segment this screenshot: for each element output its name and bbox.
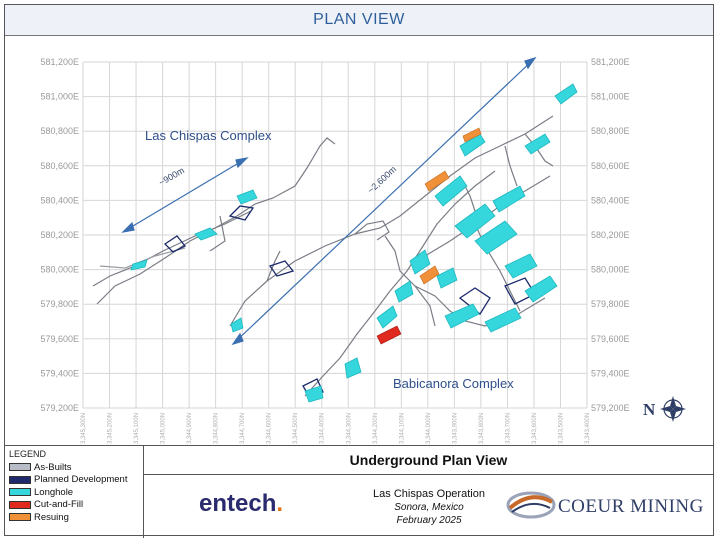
easting-label: 3,344,200N [373,413,379,444]
north-arrow: N [643,396,686,422]
northing-label: 580,400E [591,195,630,205]
northing-label: 579,400E [40,368,79,378]
easting-label: 3,344,100N [399,413,405,444]
compass-rose-icon [660,396,686,422]
scale-arrows [121,56,537,346]
operation-name: Las Chispas Operation [373,488,485,500]
footer: LEGEND As-Builts Planned Development Longh… [5,445,713,538]
label-short-span: ~900m [157,165,186,188]
northing-label: 579,800E [40,299,79,309]
legend-item: Cut-and-Fill [9,499,139,512]
legend-swatch [9,500,31,509]
legend-label: Cut-and-Fill [34,499,84,511]
easting-label: 3,345,000N [161,413,167,444]
legend-swatch [9,513,31,522]
easting-label: 3,343,700N [505,413,511,444]
northing-label: 580,000E [591,265,630,275]
easting-label: 3,345,300N [81,413,87,444]
label-babicanora-complex: Babicanora Complex [393,376,514,391]
northing-label: 581,000E [40,92,79,102]
coeur-emblem-icon [506,491,556,519]
northing-label: 579,600E [40,334,79,344]
northing-label: 579,200E [40,403,79,413]
northing-label: 581,000E [591,92,630,102]
short-span-arrow [122,157,248,233]
northing-label: 581,200E [591,57,630,67]
northing-label: 581,200E [40,57,79,67]
northing-label: 580,600E [40,161,79,171]
north-label: N [643,400,656,419]
label-las-chispas-complex: Las Chispas Complex [145,128,272,143]
northing-label: 580,200E [591,230,630,240]
easting-label: 3,344,400N [320,413,326,444]
easting-label: 3,344,500N [293,413,299,444]
plan-map: 581,200E 581,000E 580,800E 580,600E 580,400E… [40,56,686,444]
cut-and-fill-stopes [376,325,402,345]
legend-label: Resuing [34,511,69,523]
easting-label: 3,344,600N [267,413,273,444]
easting-label: 3,343,500N [558,413,564,444]
entech-logo: entech. [199,490,284,517]
northing-label: 579,800E [591,299,630,309]
easting-label: 3,344,800N [214,413,220,444]
legend-label: Planned Development [34,474,128,486]
coeur-logo-text: COEUR MINING [558,496,704,517]
easting-label: 3,343,400N [585,413,591,444]
easting-label: 3,343,600N [532,413,538,444]
northing-label: 579,400E [591,368,630,378]
legend-item: As-Builts [9,461,139,474]
title-bar: PLAN VIEW [5,5,713,36]
grid [82,61,588,409]
legend: LEGEND As-Builts Planned Development Longh… [5,446,144,538]
northing-label: 580,200E [40,230,79,240]
northing-label: 580,400E [40,195,79,205]
plan-frame: PLAN VIEW 581,200E 581,000E 580,800E 580,60… [4,4,714,538]
northing-label: 579,200E [591,403,630,413]
legend-item: Planned Development [9,474,139,487]
legend-swatch [9,488,31,497]
coeur-mining-logo: COEUR MINING [506,486,706,526]
northing-labels-right: 581,200E 581,000E 580,800E 580,600E 580,400E… [591,57,630,413]
legend-items: As-Builts Planned Development Longhole Cut-… [9,461,139,524]
legend-label: As-Builts [34,461,72,473]
northing-label: 579,600E [591,334,630,344]
easting-label: 3,345,100N [134,413,140,444]
easting-label: 3,343,800N [479,413,485,444]
legend-swatch [9,475,31,484]
longhole-stopes [130,83,578,403]
easting-labels: 3,345,300N 3,345,200N 3,345,100N 3,345,000N… [81,413,591,444]
northing-labels-left: 581,200E 581,000E 580,800E 580,600E 580,400E… [40,57,79,413]
northing-label: 580,000E [40,265,79,275]
operation-date: February 2025 [396,515,462,526]
page-title: PLAN VIEW [313,11,405,28]
as-built-workings [92,115,554,397]
title-block: Underground Plan View entech. Las Chispa… [144,446,713,538]
title-block-heading: Underground Plan View [144,446,713,475]
resuing-stopes [419,127,482,285]
legend-item: Resuing [9,511,139,524]
northing-label: 580,800E [40,126,79,136]
northing-label: 580,800E [591,126,630,136]
operation-info: Las Chispas Operation Sonora, Mexico Feb… [354,488,504,527]
label-long-span: ~2,600m [366,164,399,195]
easting-label: 3,344,700N [240,413,246,444]
easting-label: 3,343,900N [452,413,458,444]
operation-location: Sonora, Mexico [394,502,464,513]
easting-label: 3,344,300N [346,413,352,444]
long-span-arrow [232,57,536,345]
legend-title: LEGEND [9,449,47,459]
legend-label: Longhole [34,486,74,498]
legend-item: Longhole [9,486,139,499]
easting-label: 3,345,200N [108,413,114,444]
easting-label: 3,344,000N [426,413,432,444]
legend-swatch [9,463,31,472]
easting-label: 3,344,900N [187,413,193,444]
entech-logo-text: entech [199,490,277,517]
northing-label: 580,600E [591,161,630,171]
